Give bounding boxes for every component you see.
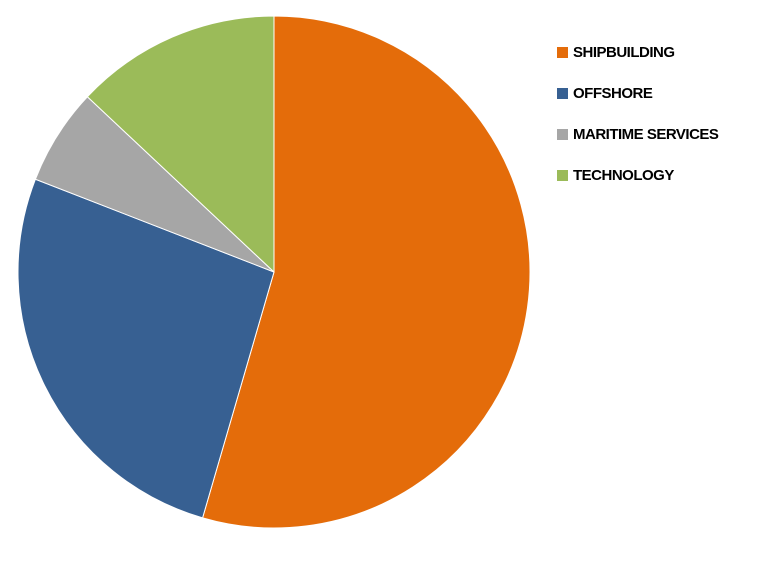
pie-slice-shipbuilding <box>201 15 531 529</box>
legend-swatch-technology <box>557 169 568 181</box>
legend-label-maritime-services: MARITIME SERVICES <box>573 125 719 143</box>
legend-item-maritime-services: MARITIME SERVICES <box>557 124 757 144</box>
pie-slices <box>17 15 531 529</box>
legend-item-technology: TECHNOLOGY <box>557 165 757 185</box>
legend-label-offshore: OFFSHORE <box>573 84 653 102</box>
chart-legend: SHIPBUILDING OFFSHORE MARITIME SERVICES … <box>557 42 757 206</box>
legend-item-offshore: OFFSHORE <box>557 83 757 103</box>
pie-slice-offshore <box>17 178 275 519</box>
legend-item-shipbuilding: SHIPBUILDING <box>557 42 757 62</box>
legend-swatch-maritime-services <box>557 128 568 140</box>
legend-swatch-shipbuilding <box>557 46 568 58</box>
legend-label-shipbuilding: SHIPBUILDING <box>573 43 675 61</box>
pie-slice-technology <box>86 15 275 274</box>
legend-swatch-offshore <box>557 87 568 99</box>
legend-label-technology: TECHNOLOGY <box>573 166 674 184</box>
